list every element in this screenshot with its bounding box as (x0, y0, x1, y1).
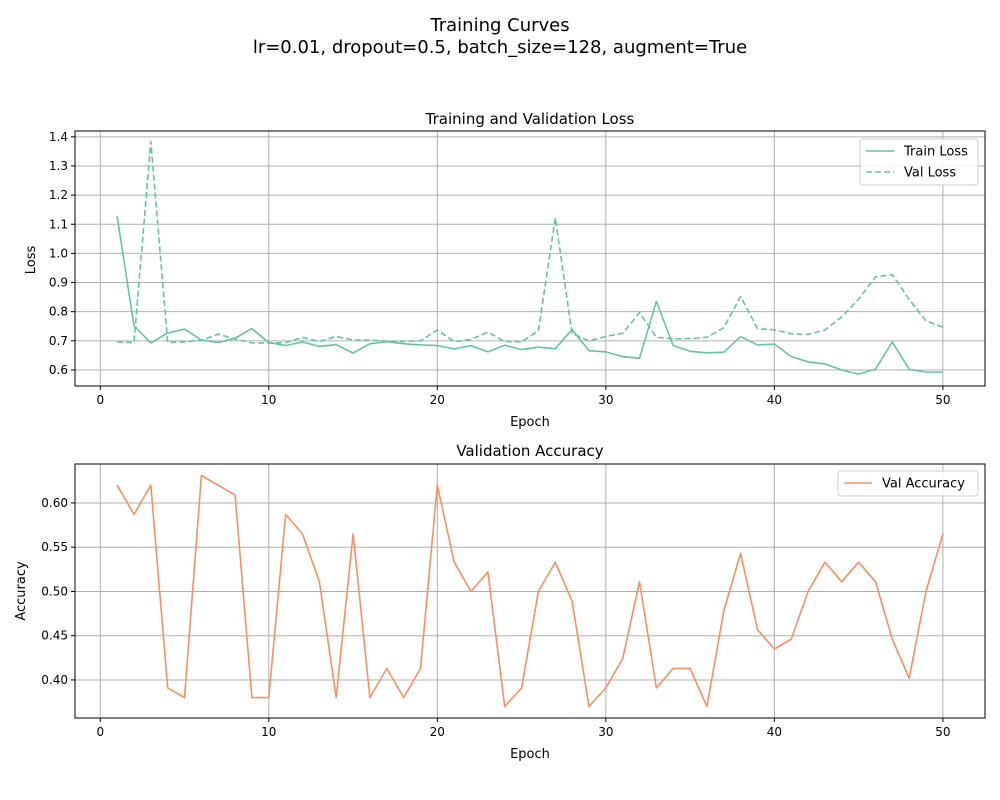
figure-title: Training Curves (429, 15, 569, 36)
loss-y-tick-label: 1.4 (49, 130, 68, 144)
accuracy-axes: Validation Accuracy Epoch Accuracy 0 10 20… (14, 442, 986, 762)
loss-chart-title: Training and Validation Loss (425, 110, 635, 128)
loss-y-tick-label: 0.8 (49, 305, 68, 319)
loss-x-tick-label: 20 (430, 393, 445, 407)
loss-x-axis-label: Epoch (510, 415, 550, 430)
accuracy-x-axis-label: Epoch (510, 747, 550, 762)
loss-x-tick-label: 10 (261, 393, 276, 407)
accuracy-x-tick-label: 40 (767, 725, 782, 739)
loss-legend-label: Train Loss (903, 145, 968, 160)
loss-y-tick-label: 1.3 (49, 159, 68, 173)
accuracy-x-tick-label: 30 (598, 725, 613, 739)
loss-x-tick-label: 50 (935, 393, 950, 407)
accuracy-legend: Val Accuracy (837, 470, 979, 497)
loss-x-tick-label: 30 (598, 393, 613, 407)
loss-legend-label: Val Loss (904, 166, 956, 181)
loss-y-tick-label: 0.7 (49, 334, 68, 348)
accuracy-y-tick-label: 0.45 (41, 629, 68, 643)
accuracy-y-tick-label: 0.55 (41, 540, 68, 554)
loss-series-val-loss (117, 140, 944, 344)
accuracy-x-tick-label: 0 (96, 725, 104, 739)
accuracy-y-axis-label: Accuracy (14, 561, 29, 621)
accuracy-series-val-accuracy (116, 474, 944, 708)
loss-plot-frame (74, 130, 986, 387)
accuracy-x-tick-label: 50 (935, 725, 950, 739)
loss-y-tick-label: 0.6 (49, 363, 68, 377)
loss-y-axis-label: Loss (24, 246, 39, 275)
loss-y-tick-label: 0.9 (49, 276, 68, 290)
loss-series-train-loss (116, 215, 943, 375)
loss-axes: Training and Validation Loss Epoch Loss … (24, 110, 986, 430)
loss-y-tick-label: 1.2 (49, 188, 68, 202)
accuracy-x-tick-label: 20 (430, 725, 445, 739)
loss-x-tick-label: 0 (96, 393, 104, 407)
loss-y-tick-label: 1.1 (49, 217, 68, 231)
accuracy-legend-box (837, 470, 979, 497)
accuracy-legend-label: Val Accuracy (882, 477, 965, 492)
figure-subtitle: lr=0.01, dropout=0.5, batch_size=128, au… (253, 37, 747, 58)
loss-y-tick-label: 1.0 (49, 246, 68, 260)
accuracy-x-tick-label: 10 (261, 725, 276, 739)
loss-legend: Train Loss Val Loss (859, 138, 979, 186)
loss-x-tick-label: 40 (767, 393, 782, 407)
accuracy-y-tick-label: 0.40 (41, 673, 68, 687)
accuracy-chart-title: Validation Accuracy (456, 442, 603, 460)
accuracy-y-tick-label: 0.50 (41, 584, 68, 598)
accuracy-y-tick-label: 0.60 (41, 496, 68, 510)
